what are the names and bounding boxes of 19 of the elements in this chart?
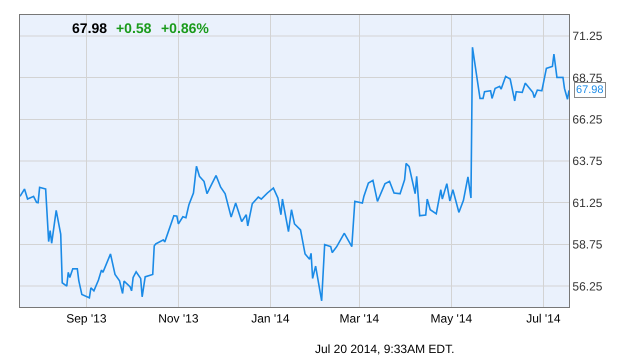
text: Jul 20 2014, 9:33AM EDT. [315, 342, 454, 356]
annotation: 67.98 [576, 84, 604, 96]
y-tick-label: 61.25 [572, 196, 603, 210]
line-series [20, 46, 569, 302]
annotation: 67.98 [72, 20, 108, 36]
y-tick-label: 68.75 [572, 70, 603, 85]
y-tick-label: 63.75 [572, 154, 603, 168]
annotation: +0.86% [161, 20, 210, 36]
x-tick-label: Sep '13 [66, 311, 107, 326]
y-tick-label: 66.25 [572, 112, 603, 126]
x-tick-label: Nov '13 [158, 311, 199, 326]
x-tick-label: Jul '14 [526, 311, 561, 326]
y-tick-label: 56.25 [572, 279, 603, 294]
y-tick-label: 71.25 [572, 29, 603, 44]
y-tick-label: 58.75 [572, 238, 603, 252]
x-tick-label: May '14 [430, 311, 472, 326]
annotation: +0.58 [116, 20, 152, 36]
x-tick-label: Jan '14 [251, 311, 290, 326]
x-tick-label: Mar '14 [340, 311, 380, 326]
